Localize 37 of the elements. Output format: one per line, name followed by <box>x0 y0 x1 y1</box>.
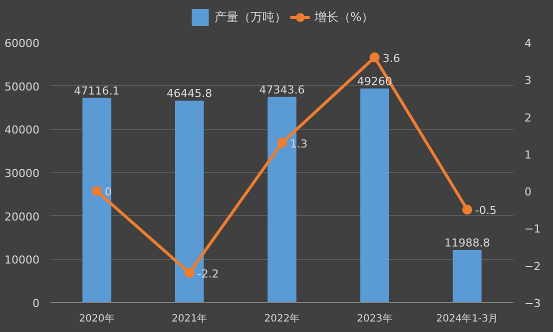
data-label: 11988.8 <box>444 236 490 250</box>
y2-tick-label: −2 <box>524 260 541 273</box>
point <box>277 138 287 148</box>
y-tick-label: 0 <box>32 297 40 310</box>
data-label: 0 <box>104 186 112 199</box>
y2-tick-label: −1 <box>524 222 541 236</box>
y2-tick-label: 4 <box>524 37 532 50</box>
y-tick-label: 30000 <box>4 167 40 180</box>
y2-tick-label: 3 <box>524 74 532 88</box>
y-tick-label: 10000 <box>4 254 40 267</box>
y2-tick-label: −3 <box>524 297 541 310</box>
legend-label: 增长（%） <box>314 8 374 26</box>
x-tick-label: 2024年1-3月 <box>436 312 498 324</box>
y-tick-label: 50000 <box>4 80 40 94</box>
x-tick-label: 2021年 <box>172 312 208 324</box>
data-label: 47343.6 <box>259 83 305 96</box>
legend-label: 产量（万吨） <box>214 8 286 26</box>
x-tick-label: 2020年 <box>79 312 115 324</box>
y-tick-label: 20000 <box>4 210 40 224</box>
y2-tick-label: 1 <box>524 148 532 162</box>
point <box>370 52 380 62</box>
y-tick-label: 60000 <box>4 37 40 50</box>
x-tick-label: 2023年 <box>356 312 392 324</box>
data-label: 3.6 <box>382 52 400 65</box>
y2-tick-label: 2 <box>524 111 532 124</box>
x-tick-label: 2022年 <box>264 312 300 324</box>
data-label: 46445.8 <box>166 87 212 100</box>
data-label: 47116.1 <box>74 84 120 98</box>
bar <box>452 250 482 302</box>
y2-tick-label: 0 <box>524 186 532 199</box>
point <box>184 268 194 278</box>
point <box>462 204 472 215</box>
bar <box>82 98 112 302</box>
bar <box>360 88 389 302</box>
data-label: -0.5 <box>475 204 497 218</box>
point <box>92 186 102 196</box>
y-tick-label: 40000 <box>4 124 40 137</box>
